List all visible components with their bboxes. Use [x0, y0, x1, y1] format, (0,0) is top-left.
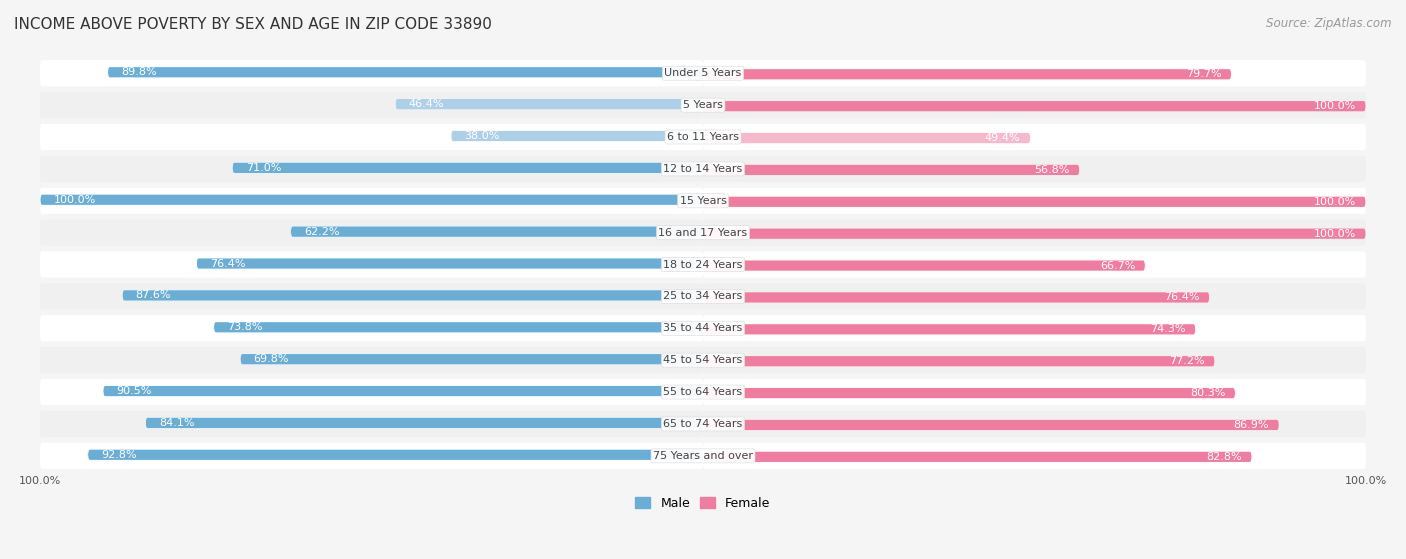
FancyBboxPatch shape	[703, 324, 1195, 334]
FancyBboxPatch shape	[703, 197, 1365, 207]
Text: 38.0%: 38.0%	[464, 131, 499, 141]
Text: 77.2%: 77.2%	[1170, 356, 1205, 366]
Text: 100.0%: 100.0%	[53, 195, 96, 205]
Text: 62.2%: 62.2%	[304, 226, 339, 236]
FancyBboxPatch shape	[39, 92, 703, 118]
FancyBboxPatch shape	[703, 252, 1367, 278]
Text: 100.0%: 100.0%	[1313, 197, 1355, 207]
Text: 86.9%: 86.9%	[1233, 420, 1270, 430]
FancyBboxPatch shape	[87, 449, 703, 460]
Text: 100.0%: 100.0%	[1344, 476, 1386, 486]
FancyBboxPatch shape	[39, 443, 703, 469]
FancyBboxPatch shape	[146, 418, 703, 428]
FancyBboxPatch shape	[39, 252, 703, 278]
FancyBboxPatch shape	[395, 99, 703, 109]
FancyBboxPatch shape	[703, 347, 1367, 373]
Text: 25 to 34 Years: 25 to 34 Years	[664, 291, 742, 301]
Text: Source: ZipAtlas.com: Source: ZipAtlas.com	[1267, 17, 1392, 30]
Text: 6 to 11 Years: 6 to 11 Years	[666, 132, 740, 142]
FancyBboxPatch shape	[122, 290, 703, 301]
FancyBboxPatch shape	[703, 411, 1367, 437]
FancyBboxPatch shape	[232, 163, 703, 173]
Text: 65 to 74 Years: 65 to 74 Years	[664, 419, 742, 429]
FancyBboxPatch shape	[703, 156, 1367, 182]
FancyBboxPatch shape	[39, 156, 703, 182]
Text: Under 5 Years: Under 5 Years	[665, 68, 741, 78]
Text: 69.8%: 69.8%	[253, 354, 290, 364]
Text: 75 Years and over: 75 Years and over	[652, 451, 754, 461]
FancyBboxPatch shape	[703, 283, 1367, 310]
Text: 18 to 24 Years: 18 to 24 Years	[664, 259, 742, 269]
Text: 74.3%: 74.3%	[1150, 324, 1185, 334]
FancyBboxPatch shape	[703, 356, 1215, 366]
Text: 49.4%: 49.4%	[984, 133, 1021, 143]
FancyBboxPatch shape	[39, 60, 703, 86]
Text: 71.0%: 71.0%	[246, 163, 281, 173]
Text: 82.8%: 82.8%	[1206, 452, 1241, 462]
Text: 73.8%: 73.8%	[226, 323, 263, 332]
FancyBboxPatch shape	[703, 92, 1367, 118]
FancyBboxPatch shape	[240, 354, 703, 364]
Text: 84.1%: 84.1%	[159, 418, 194, 428]
Text: 100.0%: 100.0%	[1313, 101, 1355, 111]
FancyBboxPatch shape	[39, 220, 703, 246]
Text: 16 and 17 Years: 16 and 17 Years	[658, 228, 748, 238]
FancyBboxPatch shape	[39, 124, 703, 150]
Text: INCOME ABOVE POVERTY BY SEX AND AGE IN ZIP CODE 33890: INCOME ABOVE POVERTY BY SEX AND AGE IN Z…	[14, 17, 492, 32]
FancyBboxPatch shape	[39, 315, 703, 342]
FancyBboxPatch shape	[39, 283, 703, 310]
FancyBboxPatch shape	[703, 165, 1080, 175]
Text: 56.8%: 56.8%	[1035, 165, 1070, 175]
FancyBboxPatch shape	[703, 220, 1367, 246]
FancyBboxPatch shape	[39, 379, 703, 405]
FancyBboxPatch shape	[41, 195, 703, 205]
Text: 35 to 44 Years: 35 to 44 Years	[664, 323, 742, 333]
Text: 80.3%: 80.3%	[1189, 388, 1226, 398]
Text: 45 to 54 Years: 45 to 54 Years	[664, 355, 742, 365]
FancyBboxPatch shape	[703, 420, 1279, 430]
Text: 90.5%: 90.5%	[117, 386, 152, 396]
Text: 100.0%: 100.0%	[20, 476, 62, 486]
FancyBboxPatch shape	[703, 443, 1367, 469]
FancyBboxPatch shape	[703, 452, 1251, 462]
FancyBboxPatch shape	[291, 226, 703, 237]
FancyBboxPatch shape	[703, 60, 1367, 86]
FancyBboxPatch shape	[39, 347, 703, 373]
Text: 55 to 64 Years: 55 to 64 Years	[664, 387, 742, 397]
FancyBboxPatch shape	[703, 101, 1365, 111]
FancyBboxPatch shape	[703, 315, 1367, 342]
FancyBboxPatch shape	[108, 67, 703, 77]
Text: 76.4%: 76.4%	[209, 258, 245, 268]
FancyBboxPatch shape	[214, 322, 703, 333]
FancyBboxPatch shape	[703, 379, 1367, 405]
Text: 15 Years: 15 Years	[679, 196, 727, 206]
Text: 76.4%: 76.4%	[1164, 292, 1199, 302]
FancyBboxPatch shape	[451, 131, 703, 141]
Text: 12 to 14 Years: 12 to 14 Years	[664, 164, 742, 174]
FancyBboxPatch shape	[103, 386, 703, 396]
FancyBboxPatch shape	[703, 188, 1367, 214]
FancyBboxPatch shape	[39, 188, 703, 214]
Text: 87.6%: 87.6%	[135, 291, 172, 300]
Text: 100.0%: 100.0%	[1313, 229, 1355, 239]
FancyBboxPatch shape	[703, 388, 1236, 398]
Text: 92.8%: 92.8%	[101, 450, 136, 460]
FancyBboxPatch shape	[703, 292, 1209, 302]
Text: 46.4%: 46.4%	[409, 99, 444, 109]
FancyBboxPatch shape	[703, 133, 1031, 143]
FancyBboxPatch shape	[703, 260, 1144, 271]
FancyBboxPatch shape	[39, 411, 703, 437]
Legend: Male, Female: Male, Female	[630, 492, 776, 515]
FancyBboxPatch shape	[703, 69, 1232, 79]
Text: 79.7%: 79.7%	[1185, 69, 1222, 79]
FancyBboxPatch shape	[197, 258, 703, 269]
FancyBboxPatch shape	[703, 229, 1365, 239]
Text: 66.7%: 66.7%	[1099, 260, 1135, 271]
FancyBboxPatch shape	[703, 124, 1367, 150]
Text: 5 Years: 5 Years	[683, 100, 723, 110]
Text: 89.8%: 89.8%	[121, 67, 156, 77]
